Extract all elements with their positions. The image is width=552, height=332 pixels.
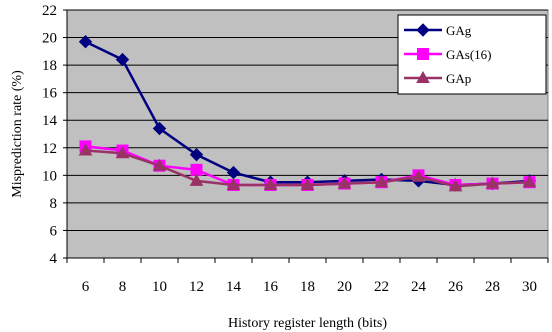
x-tick-label: 12 [189, 279, 204, 295]
y-tick-label: 4 [50, 251, 58, 267]
data-point-gag [152, 121, 167, 136]
y-tick-label: 12 [42, 141, 57, 157]
y-tick-label: 22 [42, 3, 57, 19]
x-tick-label: 10 [152, 279, 167, 295]
data-point-gap [263, 177, 278, 190]
legend-item-gag: GAg [404, 23, 472, 38]
x-axis: 6 8 10 12 14 16 18 20 22 24 26 28 30 [66, 257, 549, 295]
y-tick-label: 6 [50, 223, 58, 239]
legend: GAg GAs(16) GAp [397, 14, 547, 95]
series-layer [78, 34, 537, 192]
y-tick-label: 10 [42, 168, 57, 184]
data-point-gap [448, 179, 463, 192]
x-tick-label: 8 [119, 279, 127, 295]
data-point-gap [78, 143, 93, 156]
x-tick-label: 24 [411, 279, 427, 295]
y-tick-label: 18 [42, 58, 57, 74]
series-gap [78, 143, 537, 192]
x-tick-label: 16 [263, 279, 279, 295]
x-tick-label: 30 [522, 279, 537, 295]
x-tick-label: 28 [485, 279, 500, 295]
data-point-gap [374, 175, 389, 188]
x-tick-label: 20 [337, 279, 352, 295]
y-tick-label: 14 [42, 113, 58, 129]
data-point-gap [411, 169, 426, 182]
y-tick-label: 20 [42, 31, 57, 47]
legend-label: GAs(16) [446, 47, 492, 62]
data-point-gap [485, 176, 500, 189]
y-tick-label: 16 [42, 86, 58, 102]
x-tick-label: 14 [226, 279, 242, 295]
y-tick-label: 8 [50, 196, 58, 212]
legend-marker [416, 70, 430, 83]
legend-label: GAg [446, 23, 472, 38]
data-point-gag [78, 34, 93, 49]
y-axis: 4 6 8 10 12 14 16 18 20 22 [42, 3, 68, 267]
data-point-gap [115, 146, 130, 159]
data-point-gap [189, 173, 204, 186]
x-tick-label: 6 [82, 279, 90, 295]
legend-item-gap: GAp [404, 70, 471, 86]
legend-item-gas-16: GAs(16) [404, 47, 492, 62]
x-tick-label: 22 [374, 279, 389, 295]
x-axis-title: History register length (bits) [228, 316, 387, 331]
x-tick-label: 26 [448, 279, 464, 295]
x-tick-label: 18 [300, 279, 315, 295]
data-point-gag [115, 52, 130, 67]
data-point-gap [226, 177, 241, 190]
data-point-gag [189, 147, 204, 162]
data-point-gap [152, 158, 167, 171]
data-point-gap [522, 175, 537, 188]
data-point-gap [300, 177, 315, 190]
legend-label: GAp [446, 71, 471, 86]
legend-marker [417, 48, 429, 60]
legend-marker [416, 23, 430, 37]
data-point-gas-16 [190, 163, 203, 176]
data-point-gap [337, 176, 352, 189]
y-axis-title: Misprediction rate (%) [10, 70, 25, 198]
